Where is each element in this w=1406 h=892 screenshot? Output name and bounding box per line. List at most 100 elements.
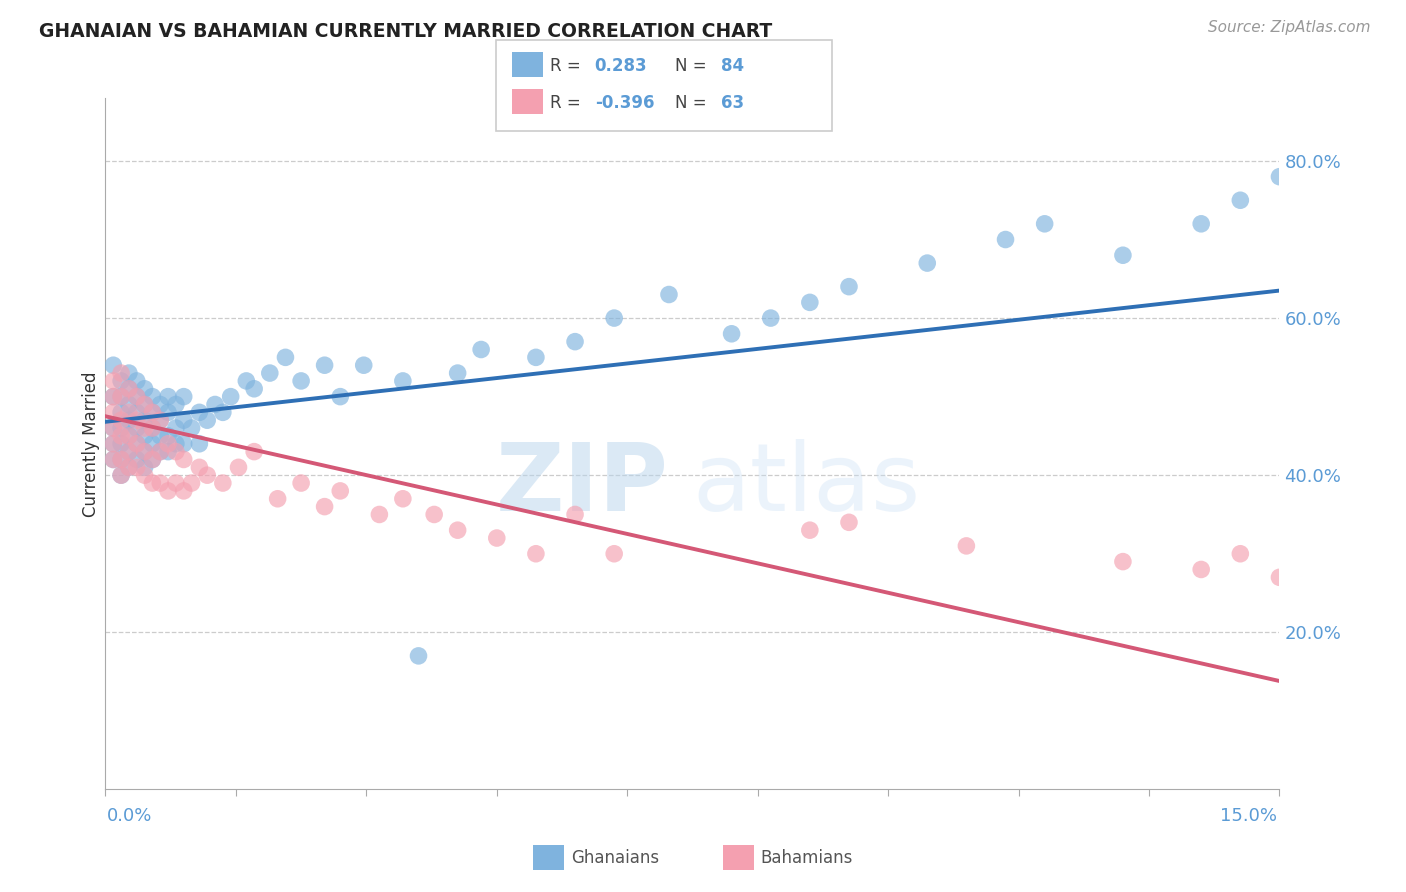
Point — [173, 413, 195, 427]
Point — [110, 390, 132, 404]
Point — [195, 468, 218, 483]
Point — [838, 279, 860, 293]
Point — [125, 390, 148, 404]
Point — [149, 444, 172, 458]
Point — [118, 382, 141, 396]
Point — [290, 476, 312, 491]
Point — [329, 390, 352, 404]
Point — [219, 390, 242, 404]
Point — [204, 397, 226, 411]
Text: GHANAIAN VS BAHAMIAN CURRENTLY MARRIED CORRELATION CHART: GHANAIAN VS BAHAMIAN CURRENTLY MARRIED C… — [39, 22, 773, 41]
Text: N =: N = — [675, 57, 706, 75]
Point — [141, 476, 163, 491]
Point — [228, 460, 250, 475]
Point — [392, 374, 415, 388]
Point — [211, 476, 233, 491]
Point — [157, 444, 180, 458]
Point — [110, 405, 132, 419]
Point — [103, 421, 125, 435]
Point — [103, 452, 125, 467]
Point — [188, 460, 211, 475]
Point — [165, 476, 187, 491]
Point — [103, 374, 125, 388]
Point — [524, 351, 547, 365]
Point — [149, 444, 172, 458]
Point — [125, 390, 148, 404]
Point — [110, 468, 132, 483]
Point — [314, 500, 336, 514]
Text: 15.0%: 15.0% — [1219, 807, 1277, 825]
Point — [125, 421, 148, 435]
Point — [103, 405, 125, 419]
Point — [110, 374, 132, 388]
Point — [149, 413, 172, 427]
Point — [134, 397, 156, 411]
Text: R =: R = — [550, 95, 581, 112]
Point — [1268, 169, 1291, 184]
Point — [188, 405, 211, 419]
Point — [110, 413, 132, 427]
Y-axis label: Currently Married: Currently Married — [82, 371, 100, 516]
Point — [173, 452, 195, 467]
Text: Source: ZipAtlas.com: Source: ZipAtlas.com — [1208, 20, 1371, 35]
Point — [134, 429, 156, 443]
Point — [1112, 248, 1135, 262]
Point — [915, 256, 938, 270]
Point — [103, 358, 125, 372]
Point — [118, 429, 141, 443]
Point — [110, 452, 132, 467]
Point — [125, 437, 148, 451]
Point — [165, 397, 187, 411]
Point — [266, 491, 288, 506]
Point — [125, 460, 148, 475]
Point — [180, 476, 202, 491]
Point — [141, 437, 163, 451]
Point — [165, 444, 187, 458]
Point — [243, 444, 266, 458]
Point — [423, 508, 446, 522]
Point — [195, 413, 218, 427]
Text: atlas: atlas — [692, 439, 921, 532]
Point — [134, 444, 156, 458]
Point — [173, 437, 195, 451]
Point — [180, 421, 202, 435]
Point — [141, 452, 163, 467]
Point — [103, 390, 125, 404]
Point — [134, 382, 156, 396]
Point — [564, 508, 586, 522]
Point — [759, 311, 782, 326]
Point — [329, 483, 352, 498]
Point — [103, 437, 125, 451]
Point — [141, 421, 163, 435]
Point — [173, 483, 195, 498]
Point — [1229, 547, 1251, 561]
Point — [799, 295, 821, 310]
Point — [1229, 193, 1251, 207]
Point — [125, 437, 148, 451]
Text: -0.396: -0.396 — [595, 95, 654, 112]
Point — [290, 374, 312, 388]
Point — [118, 397, 141, 411]
Point — [524, 547, 547, 561]
Point — [103, 437, 125, 451]
Point — [118, 460, 141, 475]
Point — [243, 382, 266, 396]
Point — [408, 648, 430, 663]
Point — [1268, 570, 1291, 584]
Point — [110, 429, 132, 443]
Point — [157, 390, 180, 404]
Point — [134, 468, 156, 483]
Point — [134, 413, 156, 427]
Point — [134, 421, 156, 435]
Text: 63: 63 — [721, 95, 744, 112]
Point — [157, 405, 180, 419]
Text: R =: R = — [550, 57, 581, 75]
Point — [1033, 217, 1056, 231]
Text: Ghanaians: Ghanaians — [571, 849, 659, 867]
Point — [118, 444, 141, 458]
Point — [118, 382, 141, 396]
Point — [838, 516, 860, 530]
Point — [485, 531, 508, 545]
Point — [125, 413, 148, 427]
Point — [173, 390, 195, 404]
